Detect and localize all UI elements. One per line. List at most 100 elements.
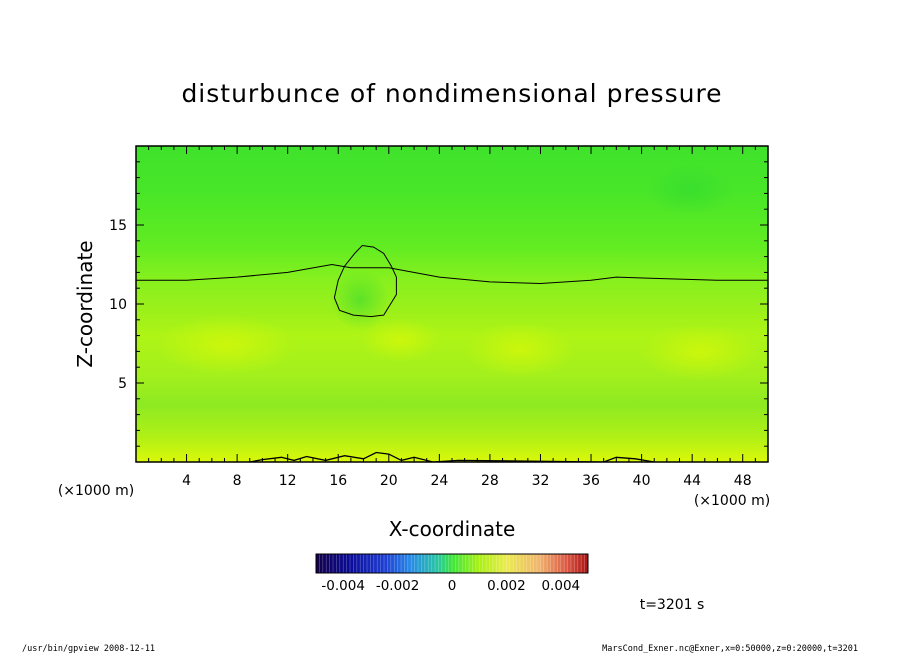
colorbar-tick-label: 0.004	[541, 578, 580, 594]
field-high-patch	[156, 315, 296, 375]
colorbar-band	[390, 554, 395, 573]
zero-contour-surface	[249, 451, 655, 462]
colorbar-band	[360, 554, 364, 573]
x-tick-label: 16	[329, 473, 347, 489]
field-high-patch	[465, 322, 575, 378]
colorbar-band	[564, 554, 568, 573]
y-tick-labels: 5 10 15	[109, 218, 127, 392]
colorbar-band	[547, 554, 551, 573]
colorbar-band	[540, 554, 545, 573]
x-tick-label: 4	[182, 473, 191, 489]
colorbar-band	[316, 554, 320, 573]
colorbar-band	[496, 554, 500, 573]
x-tick-label: 12	[279, 473, 297, 489]
colorbar-band	[479, 554, 483, 573]
y-tick-label: 10	[109, 297, 127, 313]
colorbar-band	[424, 554, 429, 573]
x-tick-labels: 4 8 12 16 20 24 28 32 36 40 44 48	[182, 473, 752, 489]
chart-title: disturbunce of nondimensional pressure	[181, 79, 722, 108]
y-axis-label: Z-coordinate	[73, 240, 97, 367]
x-tick-label: 8	[233, 473, 242, 489]
time-label: t=3201 s	[640, 597, 705, 613]
colorbar-band	[377, 554, 381, 573]
colorbar-band	[414, 554, 419, 573]
colorbar-band	[350, 554, 354, 573]
colorbar-band	[489, 554, 494, 573]
x-tick-label: 20	[380, 473, 398, 489]
field-high-patch	[640, 324, 760, 380]
colorbar-band	[384, 554, 388, 573]
colorbar-band	[431, 554, 436, 573]
colorbar-band	[387, 554, 392, 573]
colorbar-band	[543, 554, 548, 573]
colorbar-band	[329, 554, 334, 573]
colorbar-band	[526, 554, 531, 573]
colorbar-band	[554, 554, 558, 573]
colorbar-band	[343, 554, 347, 573]
plot-area	[136, 146, 768, 462]
colorbar-band	[584, 554, 589, 573]
colorbar-band	[373, 554, 378, 573]
colorbar-band	[530, 554, 534, 573]
colorbar-band	[472, 554, 477, 573]
colorbar-band	[574, 554, 579, 573]
colorbar-band	[411, 554, 415, 573]
y-tick-label: 15	[109, 218, 127, 234]
x-tick-label: 48	[734, 473, 752, 489]
colorbar-band	[356, 554, 361, 573]
footer-left: /usr/bin/gpview 2008-12-11	[22, 644, 155, 654]
colorbar-band	[346, 554, 351, 573]
colorbar-band	[380, 554, 385, 573]
colorbar-band	[404, 554, 409, 573]
colorbar-band	[465, 554, 470, 573]
field-high-patch	[360, 318, 440, 362]
colorbar-band	[533, 554, 538, 573]
colorbar-tick-label: 0.002	[487, 578, 526, 594]
colorbar-band	[581, 554, 585, 573]
field-low-patch	[645, 164, 735, 216]
colorbar-band	[577, 554, 582, 573]
colorbar-band	[503, 554, 507, 573]
colorbar-band	[499, 554, 504, 573]
colorbar-band	[469, 554, 473, 573]
colorbar-band	[567, 554, 572, 573]
colorbar-tick-label: -0.002	[376, 578, 420, 594]
colorbar-band	[452, 554, 456, 573]
x-axis-unit: (×1000 m)	[694, 493, 770, 509]
colorbar-band	[401, 554, 405, 573]
colorbar-band	[319, 554, 324, 573]
colorbar-band	[557, 554, 562, 573]
colorbar-band	[475, 554, 480, 573]
x-tick-label: 40	[633, 473, 651, 489]
colorbar-band	[421, 554, 426, 573]
colorbar-band	[367, 554, 371, 573]
colorbar-band	[482, 554, 487, 573]
x-tick-label: 44	[683, 473, 701, 489]
colorbar-band	[516, 554, 521, 573]
colorbar-band	[560, 554, 565, 573]
colorbar-band	[571, 554, 575, 573]
y-tick-label: 5	[118, 376, 127, 392]
colorbar-band	[333, 554, 337, 573]
colorbar-band	[326, 554, 330, 573]
colorbar-band	[492, 554, 497, 573]
zero-contour-cell	[333, 244, 397, 318]
colorbar-band	[448, 554, 453, 573]
colorbar-band	[418, 554, 422, 573]
colorbar-band	[550, 554, 555, 573]
colorbar-tick-label: -0.004	[321, 578, 365, 594]
colorbar-frame	[315, 553, 589, 574]
axis-ticks	[136, 146, 768, 462]
zero-contour-upper	[136, 263, 768, 285]
colorbar-band	[339, 554, 344, 573]
colorbar-band	[370, 554, 375, 573]
colorbar-band	[394, 554, 398, 573]
colorbar-tick-label: 0	[448, 578, 457, 594]
x-tick-label: 36	[582, 473, 600, 489]
colorbar-band	[509, 554, 514, 573]
y-axis-unit: (×1000 m)	[58, 483, 134, 499]
colorbar-band	[397, 554, 402, 573]
colorbar-band	[520, 554, 524, 573]
colorbar-band	[363, 554, 368, 573]
